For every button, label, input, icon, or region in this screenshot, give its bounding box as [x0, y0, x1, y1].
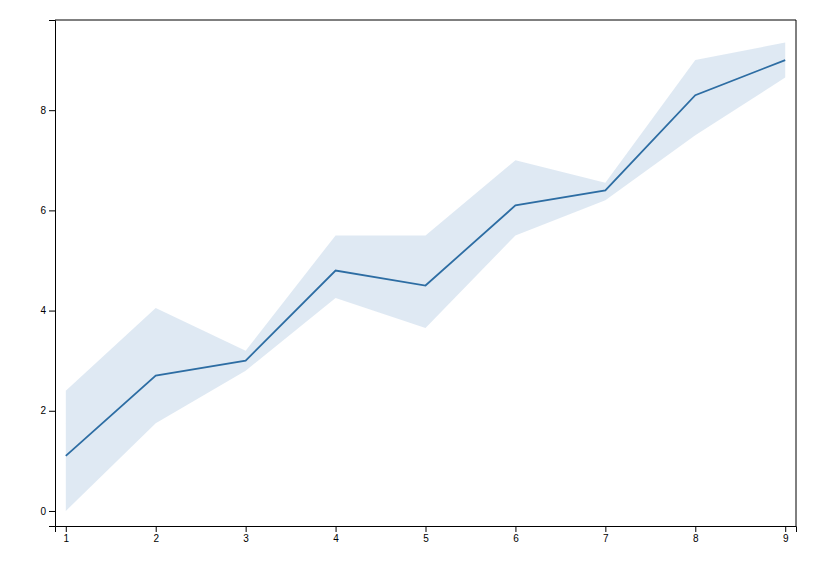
- x-tick: 5: [423, 526, 429, 544]
- plot: 1 2 3 4 5 6 7 8 9 0 2 4 6 8: [40, 20, 796, 544]
- x-tick: 3: [243, 526, 249, 544]
- x-tick-mark: [156, 526, 157, 532]
- y-tick: 0: [40, 506, 55, 517]
- y-tick-mark: [49, 511, 55, 512]
- x-tick-mark: [426, 526, 427, 532]
- y-tick-label: 6: [40, 205, 46, 216]
- x-tick-mark: [336, 526, 337, 532]
- x-tick-label: 6: [513, 533, 519, 544]
- x-tick-label: 3: [243, 533, 249, 544]
- y-tick-mark: [49, 411, 55, 412]
- x-tick-mark: [515, 526, 516, 532]
- x-tick-label: 5: [423, 533, 429, 544]
- y-tick-label: 4: [40, 305, 46, 316]
- plot-frame-right: [796, 20, 797, 526]
- y-tick: 4: [40, 305, 55, 316]
- x-domain: [56, 527, 797, 533]
- x-tick: 9: [783, 526, 789, 544]
- x-tick-mark: [785, 526, 786, 532]
- y-axis: 0 2 4 6 8: [40, 21, 55, 527]
- x-tick-mark: [246, 526, 247, 532]
- chart-svg: 1 2 3 4 5 6 7 8 9 0 2 4 6 8: [0, 0, 821, 571]
- x-tick: 7: [603, 526, 609, 544]
- x-axis: 1 2 3 4 5 6 7 8 9: [56, 526, 797, 544]
- y-tick-label: 0: [40, 506, 46, 517]
- y-tick: 2: [40, 405, 55, 416]
- x-tick: 4: [333, 526, 339, 544]
- x-tick: 6: [513, 526, 519, 544]
- x-tick-label: 1: [64, 533, 70, 544]
- x-tick-label: 2: [153, 533, 159, 544]
- x-tick: 8: [693, 526, 699, 544]
- y-domain: [49, 21, 56, 527]
- x-tick-label: 7: [603, 533, 609, 544]
- y-tick-label: 2: [40, 405, 46, 416]
- chart-container: 1 2 3 4 5 6 7 8 9 0 2 4 6 8: [0, 0, 821, 571]
- x-tick-label: 9: [783, 533, 789, 544]
- y-tick: 8: [40, 105, 55, 116]
- x-tick: 1: [64, 526, 70, 544]
- series-line: [66, 60, 785, 456]
- y-tick-mark: [49, 311, 55, 312]
- band-area: [66, 43, 785, 511]
- x-tick-mark: [695, 526, 696, 532]
- x-tick: 2: [153, 526, 159, 544]
- plot-frame-top: [55, 20, 796, 21]
- x-tick-label: 4: [333, 533, 339, 544]
- y-tick-label: 8: [40, 105, 46, 116]
- y-tick-mark: [49, 210, 55, 211]
- x-tick-mark: [66, 526, 67, 532]
- y-tick-mark: [49, 110, 55, 111]
- x-tick-label: 8: [693, 533, 699, 544]
- y-tick: 6: [40, 205, 55, 216]
- x-tick-mark: [605, 526, 606, 532]
- marks: [66, 43, 785, 511]
